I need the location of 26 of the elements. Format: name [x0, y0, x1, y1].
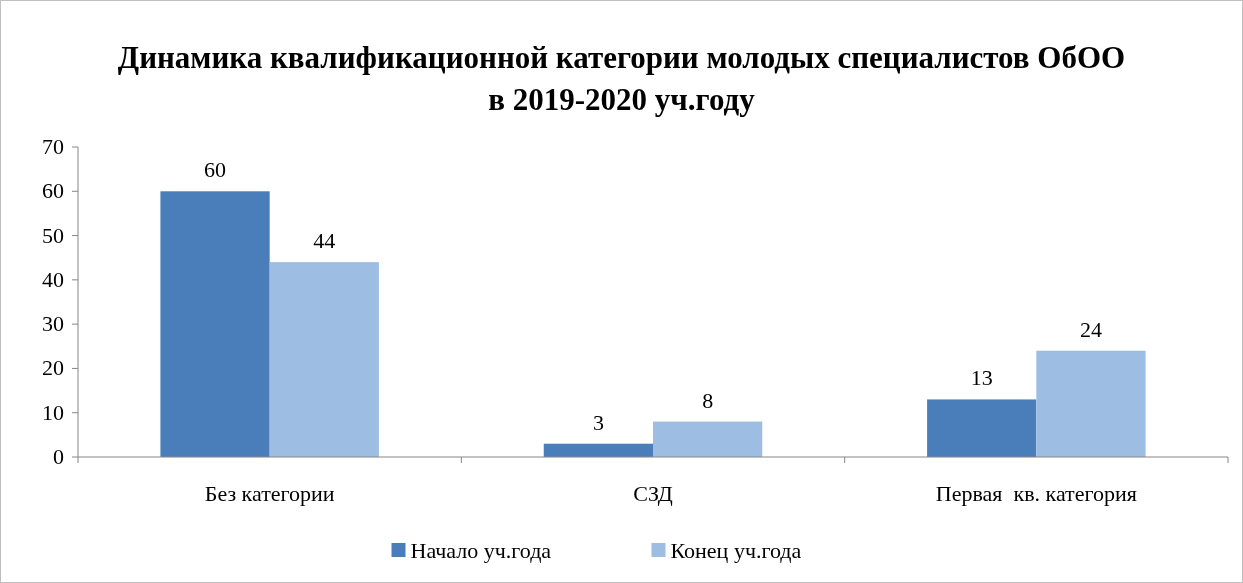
x-tick-label: Первая кв. категория: [935, 481, 1137, 506]
bar: [1036, 350, 1146, 457]
bar: [653, 421, 763, 457]
chart-title: Динамика квалификационной категории молодых специалистов ОбОО в 2019-2020 уч.году: [117, 40, 1126, 117]
legend-label: Начало уч.года: [410, 538, 552, 563]
bar: [927, 399, 1037, 457]
data-label: 13: [970, 365, 993, 391]
y-tick-label: 70: [42, 134, 64, 159]
data-label: 3: [592, 409, 604, 435]
y-tick-label: 30: [42, 311, 64, 337]
data-label: 44: [313, 228, 336, 254]
y-tick-label: 0: [53, 444, 64, 469]
bar: [160, 191, 270, 457]
y-tick-label: 10: [42, 399, 64, 425]
data-label: 8: [702, 387, 714, 413]
y-tick-label: 20: [42, 355, 64, 381]
y-tick-label: 50: [42, 222, 64, 248]
y-tick-label: 40: [42, 266, 64, 292]
data-label: 24: [1079, 316, 1102, 342]
bar: [543, 443, 653, 457]
legend-label: Конец уч.года: [670, 538, 802, 563]
x-tick-label: Без категории: [204, 481, 335, 506]
y-tick-label: 60: [42, 178, 64, 204]
data-label: 60: [204, 157, 227, 183]
x-tick-label: СЗД: [633, 481, 673, 506]
bar: [269, 262, 379, 457]
